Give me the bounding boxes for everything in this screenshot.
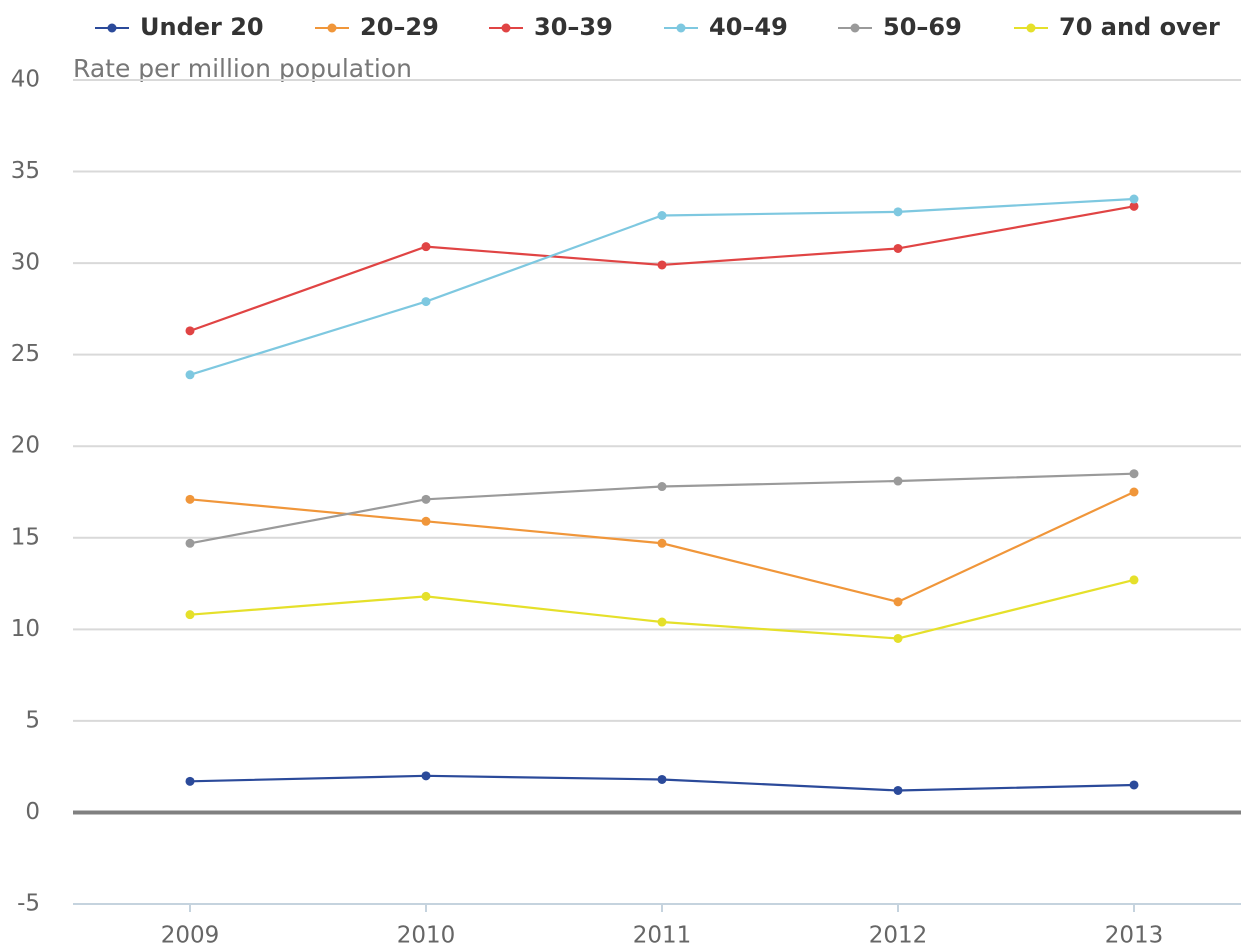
y-tick-label: -5: [17, 891, 40, 917]
legend-label: 30–39: [534, 13, 613, 41]
series-line: [189, 197, 1135, 376]
data-point: [657, 774, 667, 784]
y-tick-label: 30: [11, 250, 40, 276]
x-tick-label: 2010: [397, 923, 456, 946]
data-point: [421, 297, 431, 307]
y-tick-label: 35: [11, 158, 40, 184]
data-point: [893, 633, 903, 643]
data-point: [185, 494, 195, 504]
data-point: [421, 494, 431, 504]
y-axis-label: Rate per million population: [73, 54, 412, 83]
x-tick-label: 2013: [1105, 923, 1164, 946]
legend-dot: [676, 23, 686, 33]
data-point: [657, 538, 667, 548]
data-point: [185, 326, 195, 336]
data-point: [657, 482, 667, 492]
data-point: [893, 243, 903, 253]
y-tick-label: 20: [11, 433, 40, 459]
data-point: [421, 591, 431, 601]
data-point: [185, 538, 195, 548]
legend-label: 20–29: [360, 13, 439, 41]
data-point: [657, 211, 667, 221]
y-tick-label: 25: [11, 341, 40, 367]
data-point: [1129, 201, 1139, 211]
data-point: [893, 476, 903, 486]
legend-dot: [107, 23, 117, 33]
data-point: [893, 207, 903, 217]
data-point: [1129, 575, 1139, 585]
data-point: [893, 785, 903, 795]
legend-label: 40–49: [709, 13, 788, 41]
data-point: [1129, 487, 1139, 497]
data-point: [657, 617, 667, 627]
y-tick-label: 15: [11, 524, 40, 550]
x-tick-label: 2009: [161, 923, 220, 946]
y-tick-label: 5: [25, 707, 40, 733]
data-point: [1129, 469, 1139, 479]
legend-dot: [501, 23, 511, 33]
data-point: [185, 610, 195, 620]
data-point: [185, 370, 195, 380]
legend-label: Under 20: [140, 13, 264, 41]
data-point: [1129, 194, 1139, 204]
y-tick-label: 40: [11, 67, 40, 93]
y-tick-label: 0: [25, 799, 40, 825]
data-point: [421, 771, 431, 781]
data-point: [1129, 780, 1139, 790]
data-point: [185, 776, 195, 786]
data-point: [421, 516, 431, 526]
legend-dot: [327, 23, 337, 33]
y-tick-label: 10: [11, 616, 40, 642]
x-tick-label: 2011: [633, 923, 692, 946]
legend-label: 70 and over: [1059, 13, 1220, 41]
x-tick-label: 2012: [869, 923, 928, 946]
data-point: [657, 260, 667, 270]
legend-dot: [1026, 23, 1036, 33]
data-point: [421, 242, 431, 252]
legend-dot: [850, 23, 860, 33]
data-point: [893, 597, 903, 607]
legend-label: 50–69: [883, 13, 962, 41]
